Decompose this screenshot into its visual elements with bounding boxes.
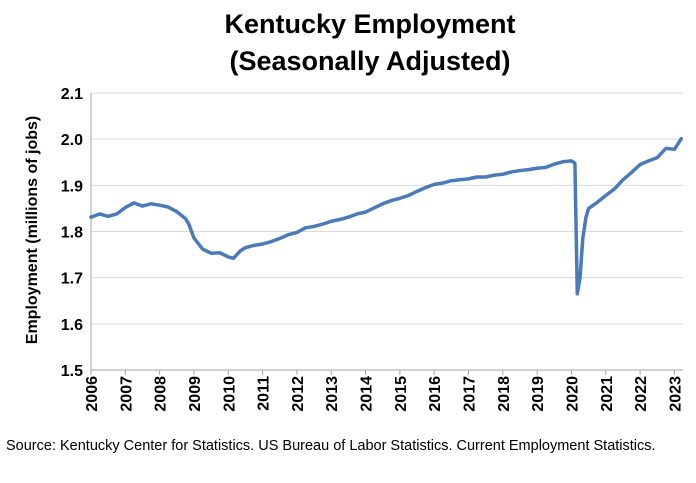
x-tick-label: 2022 — [633, 376, 650, 412]
y-tick-label: 2.0 — [61, 132, 83, 149]
gridlines — [91, 92, 683, 325]
x-tick-label: 2009 — [187, 376, 204, 412]
axes — [90, 93, 683, 375]
x-tick-label: 2008 — [153, 376, 170, 412]
x-tick-label: 2010 — [221, 376, 238, 412]
x-tick-label: 2019 — [530, 376, 547, 412]
series-line-0 — [89, 136, 684, 296]
y-tick-label: 1.7 — [61, 271, 83, 288]
x-tick-label: 2023 — [667, 376, 684, 412]
chart-title-line-2: (Seasonally Adjusted) — [229, 46, 511, 76]
x-tick-label: 2012 — [290, 376, 307, 412]
y-tick-label: 1.6 — [61, 317, 83, 334]
y-axis-label: Employment (millions of jobs) — [24, 116, 41, 344]
x-tick-label: 2017 — [462, 376, 479, 412]
x-tick-label: 2015 — [393, 376, 410, 412]
chart-title: Kentucky Employment (Seasonally Adjusted… — [0, 6, 696, 80]
x-tick-labels: 2006 2007 2008 2009 2010 2011 2012 2013 2014 2015… — [84, 376, 684, 412]
series-layer — [89, 136, 684, 296]
x-tick-label: 2021 — [599, 376, 616, 412]
chart-title-line-1: Kentucky Employment — [224, 9, 516, 39]
x-tick-label: 2020 — [564, 376, 581, 412]
x-tick-label: 2011 — [256, 376, 273, 411]
y-tick-label: 1.8 — [61, 225, 83, 242]
x-tick-label: 2016 — [427, 376, 444, 412]
y-tick-label: 2.1 — [61, 86, 83, 103]
x-tick-label: 2018 — [496, 376, 513, 412]
y-tick-label: 1.9 — [61, 178, 83, 195]
x-tick-label: 2006 — [84, 376, 101, 412]
source-note: Source: Kentucky Center for Statistics. … — [6, 438, 656, 454]
x-tick-label: 2013 — [324, 376, 341, 412]
y-tick-labels: 1.5 1.6 1.7 1.8 1.9 2.0 2.1 — [61, 86, 83, 380]
y-tick-label: 1.5 — [61, 363, 83, 380]
x-tick-label: 2014 — [359, 376, 376, 412]
x-tick-label: 2007 — [118, 376, 135, 412]
